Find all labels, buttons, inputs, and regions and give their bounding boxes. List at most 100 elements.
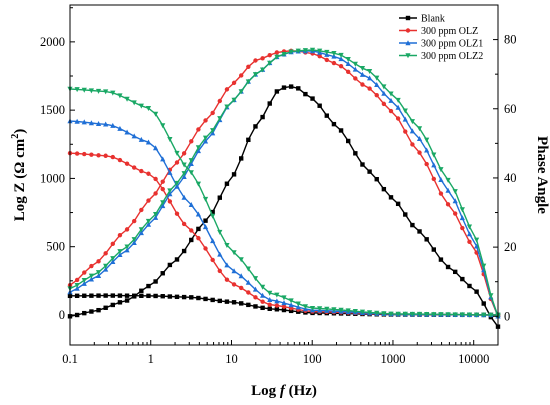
series-1-phase-point [181,248,187,254]
y-left-tick-label: 1500 [40,103,65,117]
y-left-tick-label: 500 [46,240,65,254]
series-1-phase-point [110,302,115,308]
series-4-impedance-point [110,90,116,96]
series-1-impedance-point [246,302,251,308]
legend-label: 300 ppm OLZ [421,26,478,37]
legend-marker [405,40,411,46]
series-4-phase-point [409,119,415,125]
series-2-phase-point [353,76,358,81]
series-2-phase-point [189,139,194,144]
series-4-impedance-point [309,305,316,311]
series-4-impedance-point [402,311,408,317]
series-3-impedance-point [267,297,273,303]
series-1-phase-point [253,124,258,129]
series-3-phase-point [167,191,173,197]
series-1-impedance-point [110,293,115,298]
series-4-impedance-point [124,96,130,102]
series-4-impedance-point [81,87,87,93]
series-1-phase-point [74,312,80,318]
series-4-impedance-point [416,311,423,317]
series-4-impedance-point [352,309,358,315]
series-1-impedance-point [146,293,151,299]
series-2-phase-point [260,56,265,61]
x-axis-title-variable: f [280,383,287,399]
series-1-impedance-point [96,293,101,298]
series-2-impedance-point [110,154,116,160]
series-4-impedance-point [160,123,166,129]
series-4 [67,47,501,320]
series-4-phase-point [345,56,351,62]
series-4-impedance-point [224,242,230,248]
series-2-impedance-point [189,228,194,233]
series-3-phase-point [445,187,451,193]
y-right-tick-label: 60 [504,102,517,116]
series-2-phase-point [417,150,422,155]
series-3-impedance-point [238,273,244,279]
series-3-impedance-point [188,202,194,208]
series-4-phase-point [381,84,387,90]
y-right-tick-label: 40 [504,171,517,185]
series-1-phase-point [431,247,436,252]
legend-item-2: 300 ppm OLZ [399,26,478,37]
series-3-phase-point [409,128,415,134]
series-layer [67,47,501,329]
series-1-phase-point [360,162,365,167]
series-4-phase-point [424,137,430,143]
series-2-phase-point [181,151,187,156]
series-1-phase-line [69,85,499,328]
series-1-impedance-point [267,306,272,311]
series-2-impedance-point [117,157,123,163]
series-2-phase-point [410,142,415,147]
series-4-impedance-point [302,304,308,310]
series-1-impedance-point [167,294,173,299]
series-1-impedance-point [89,293,94,298]
plot-frame [69,4,499,346]
series-1-phase-point [303,91,308,97]
series-4-impedance-point [95,88,102,94]
series-1-phase-point [410,222,415,228]
series-2-phase-point [453,211,458,216]
series-2-impedance-markers [67,150,501,318]
series-4-impedance-point [345,308,351,314]
series-2-phase-point [317,53,322,59]
series-3-phase-point [160,203,166,209]
series-3-impedance-point [88,120,94,126]
series-4-impedance-point [117,93,123,99]
legend-marker [405,15,411,21]
series-1-phase-point [217,195,222,200]
series-1-phase-point [139,288,144,293]
series-1-impedance-point [74,293,80,299]
series-4-impedance-point [138,103,144,109]
series-4-phase-point [295,48,301,54]
y-right-tick-label: 20 [504,240,517,254]
series-1-phase-point [239,156,244,161]
series-4-phase-point [124,244,130,250]
series-2-impedance-point [96,153,101,158]
series-3-impedance-point [281,300,287,306]
series-2-impedance-point [89,152,94,157]
series-1-phase-point [310,96,315,101]
series-1-phase-point [374,176,379,182]
series-2-impedance-point [246,290,251,295]
series-3-impedance-point [160,156,166,162]
series-2-phase-point [96,259,101,264]
x-tick-label: 0.1 [62,352,78,366]
series-3-phase-point [131,240,137,246]
series-4-phase-point [359,66,366,72]
series-4-phase-point [195,145,201,151]
legend-marker [405,53,411,59]
series-2-impedance-point [217,268,222,274]
series-1-impedance-point [260,305,265,311]
series-1-impedance-point [189,295,194,300]
series-1-impedance-point [217,298,222,304]
series-4-phase-point [217,116,223,122]
series-1-phase-point [445,264,451,270]
series-3-phase-point [367,75,373,81]
series-2-phase-point [346,69,351,75]
series-4-impedance-point [260,284,266,290]
series-1-phase-point [96,307,101,313]
series-3-phase-point [202,138,209,144]
series-2-phase-point [82,270,87,275]
series-3-phase-point [195,148,201,154]
series-3-impedance-point [95,120,102,126]
